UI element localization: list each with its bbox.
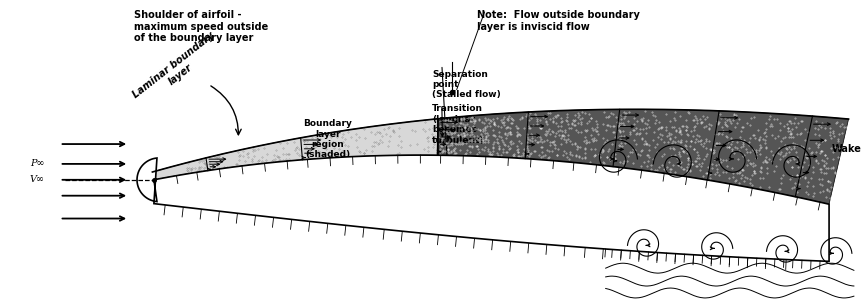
Polygon shape xyxy=(137,155,829,261)
Text: Stagnation point
pressure = Total pressure pₜ: Stagnation point pressure = Total pressu… xyxy=(174,186,319,205)
Text: Shoulder of airfoil -
maximum speed outside
of the boundary layer: Shoulder of airfoil - maximum speed outs… xyxy=(134,10,268,43)
Text: V∞: V∞ xyxy=(29,175,45,184)
Polygon shape xyxy=(152,119,439,180)
Text: Separation
point
(Stalled flow): Separation point (Stalled flow) xyxy=(432,70,501,99)
Text: Laminar boundary
layer: Laminar boundary layer xyxy=(131,30,223,109)
Text: Turbulent boundary layer: Turbulent boundary layer xyxy=(585,219,726,228)
Text: Boundary
layer
region
(shaded): Boundary layer region (shaded) xyxy=(303,119,352,159)
Text: Transition
(laminar
becomes
turbulent): Transition (laminar becomes turbulent) xyxy=(432,104,484,144)
Text: P∞: P∞ xyxy=(29,159,44,168)
Text: Wake: Wake xyxy=(832,144,862,154)
Text: Note:  Flow outside boundary
layer is inviscid flow: Note: Flow outside boundary layer is inv… xyxy=(476,10,639,32)
Polygon shape xyxy=(438,109,849,204)
